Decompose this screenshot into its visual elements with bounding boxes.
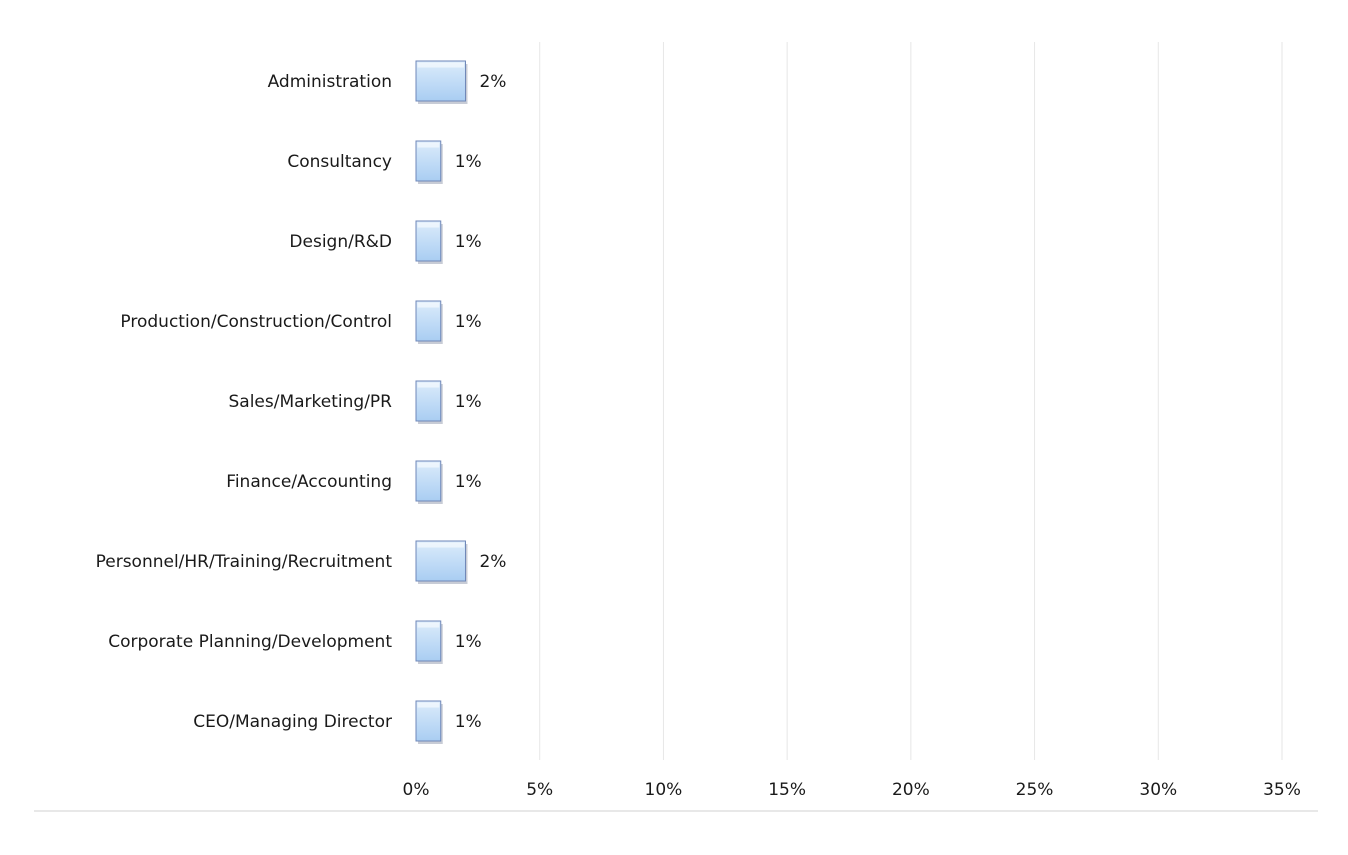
category-label: Corporate Planning/Development (108, 632, 392, 652)
bar-highlight (417, 302, 440, 308)
category-label: Personnel/HR/Training/Recruitment (96, 552, 393, 572)
x-tick-label: 35% (1263, 780, 1301, 800)
bar-highlight (417, 462, 440, 468)
bar-highlight (417, 622, 440, 628)
data-label: 1% (455, 152, 482, 172)
bar (415, 60, 466, 102)
category-label: Design/R&D (289, 232, 392, 252)
x-tick-label: 0% (403, 780, 430, 800)
data-label: 1% (455, 232, 482, 252)
bar (415, 300, 442, 342)
data-label: 1% (455, 712, 482, 732)
bar (415, 140, 442, 182)
x-tick-label: 10% (645, 780, 683, 800)
x-tick-label: 30% (1139, 780, 1177, 800)
category-label: Administration (268, 72, 392, 92)
x-tick-label: 20% (892, 780, 930, 800)
bar-highlight (417, 222, 440, 228)
bar-highlight (417, 142, 440, 148)
x-tick-label: 5% (526, 780, 553, 800)
x-tick-label: 15% (768, 780, 806, 800)
category-label: Sales/Marketing/PR (229, 392, 393, 412)
data-label: 2% (479, 72, 506, 92)
data-label: 1% (455, 472, 482, 492)
category-label: Production/Construction/Control (120, 312, 392, 332)
category-label: Consultancy (287, 152, 392, 172)
bar-highlight (417, 382, 440, 388)
data-label: 2% (479, 552, 506, 572)
bar (415, 540, 466, 582)
bar (415, 220, 442, 262)
bar (415, 620, 442, 662)
bar-highlight (417, 542, 464, 548)
labels: 0% 5% 10% 15% 20% 25% 30% 35% Administration 2% Co… (96, 72, 1301, 800)
data-label: 1% (455, 312, 482, 332)
bar (415, 380, 442, 422)
category-label: Finance/Accounting (226, 472, 392, 492)
data-label: 1% (455, 632, 482, 652)
x-tick-label: 25% (1016, 780, 1054, 800)
bar-highlight (417, 702, 440, 708)
category-label: CEO/Managing Director (193, 712, 392, 732)
bar (415, 700, 442, 742)
bars (415, 60, 468, 744)
data-label: 1% (455, 392, 482, 412)
bar-highlight (417, 62, 464, 68)
bar (415, 460, 442, 502)
gridlines (539, 42, 1283, 760)
